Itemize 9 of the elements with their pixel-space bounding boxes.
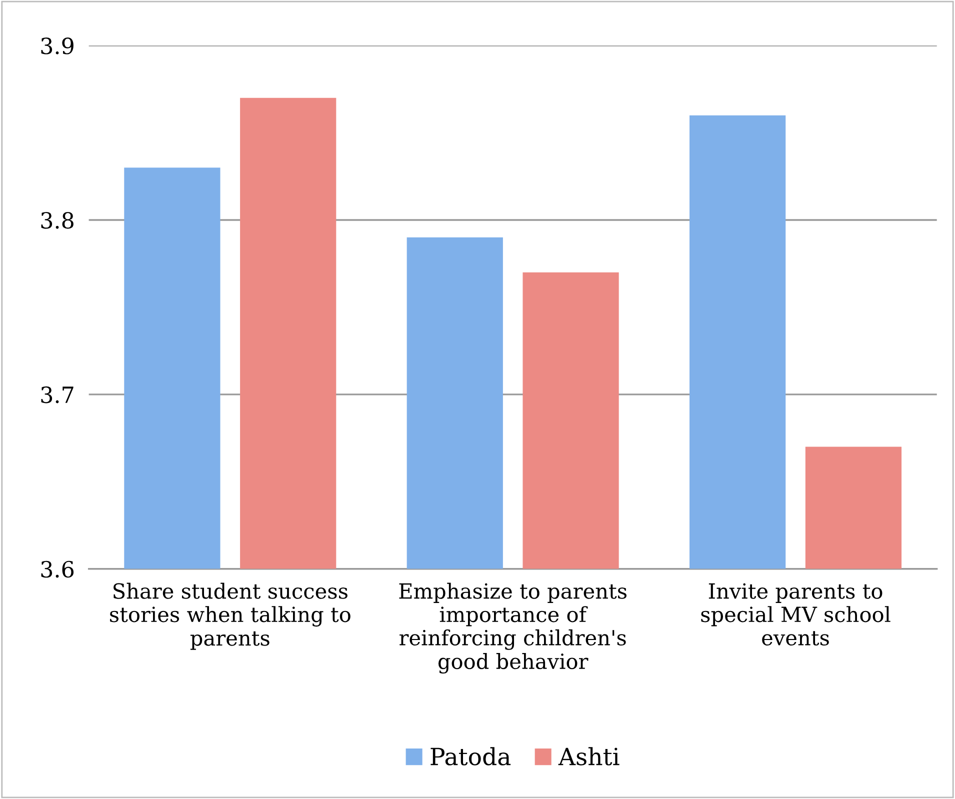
y-tick-label: 3.9 — [41, 37, 74, 54]
y-tick-label: 3.8 — [41, 212, 74, 229]
legend-label: Patoda — [430, 747, 511, 766]
legend-label: Ashti — [558, 747, 620, 766]
x-tick-label: Share student success stories when talking to parents — [110, 582, 350, 650]
x-tick-label: Emphasize to parents importance of reinforcing children's good behavior — [399, 582, 627, 674]
y-tick-label: 3.6 — [41, 560, 74, 578]
x-tick-label: Invite parents to special MV school events — [701, 583, 890, 646]
y-tick-label: 3.7 — [41, 386, 74, 404]
